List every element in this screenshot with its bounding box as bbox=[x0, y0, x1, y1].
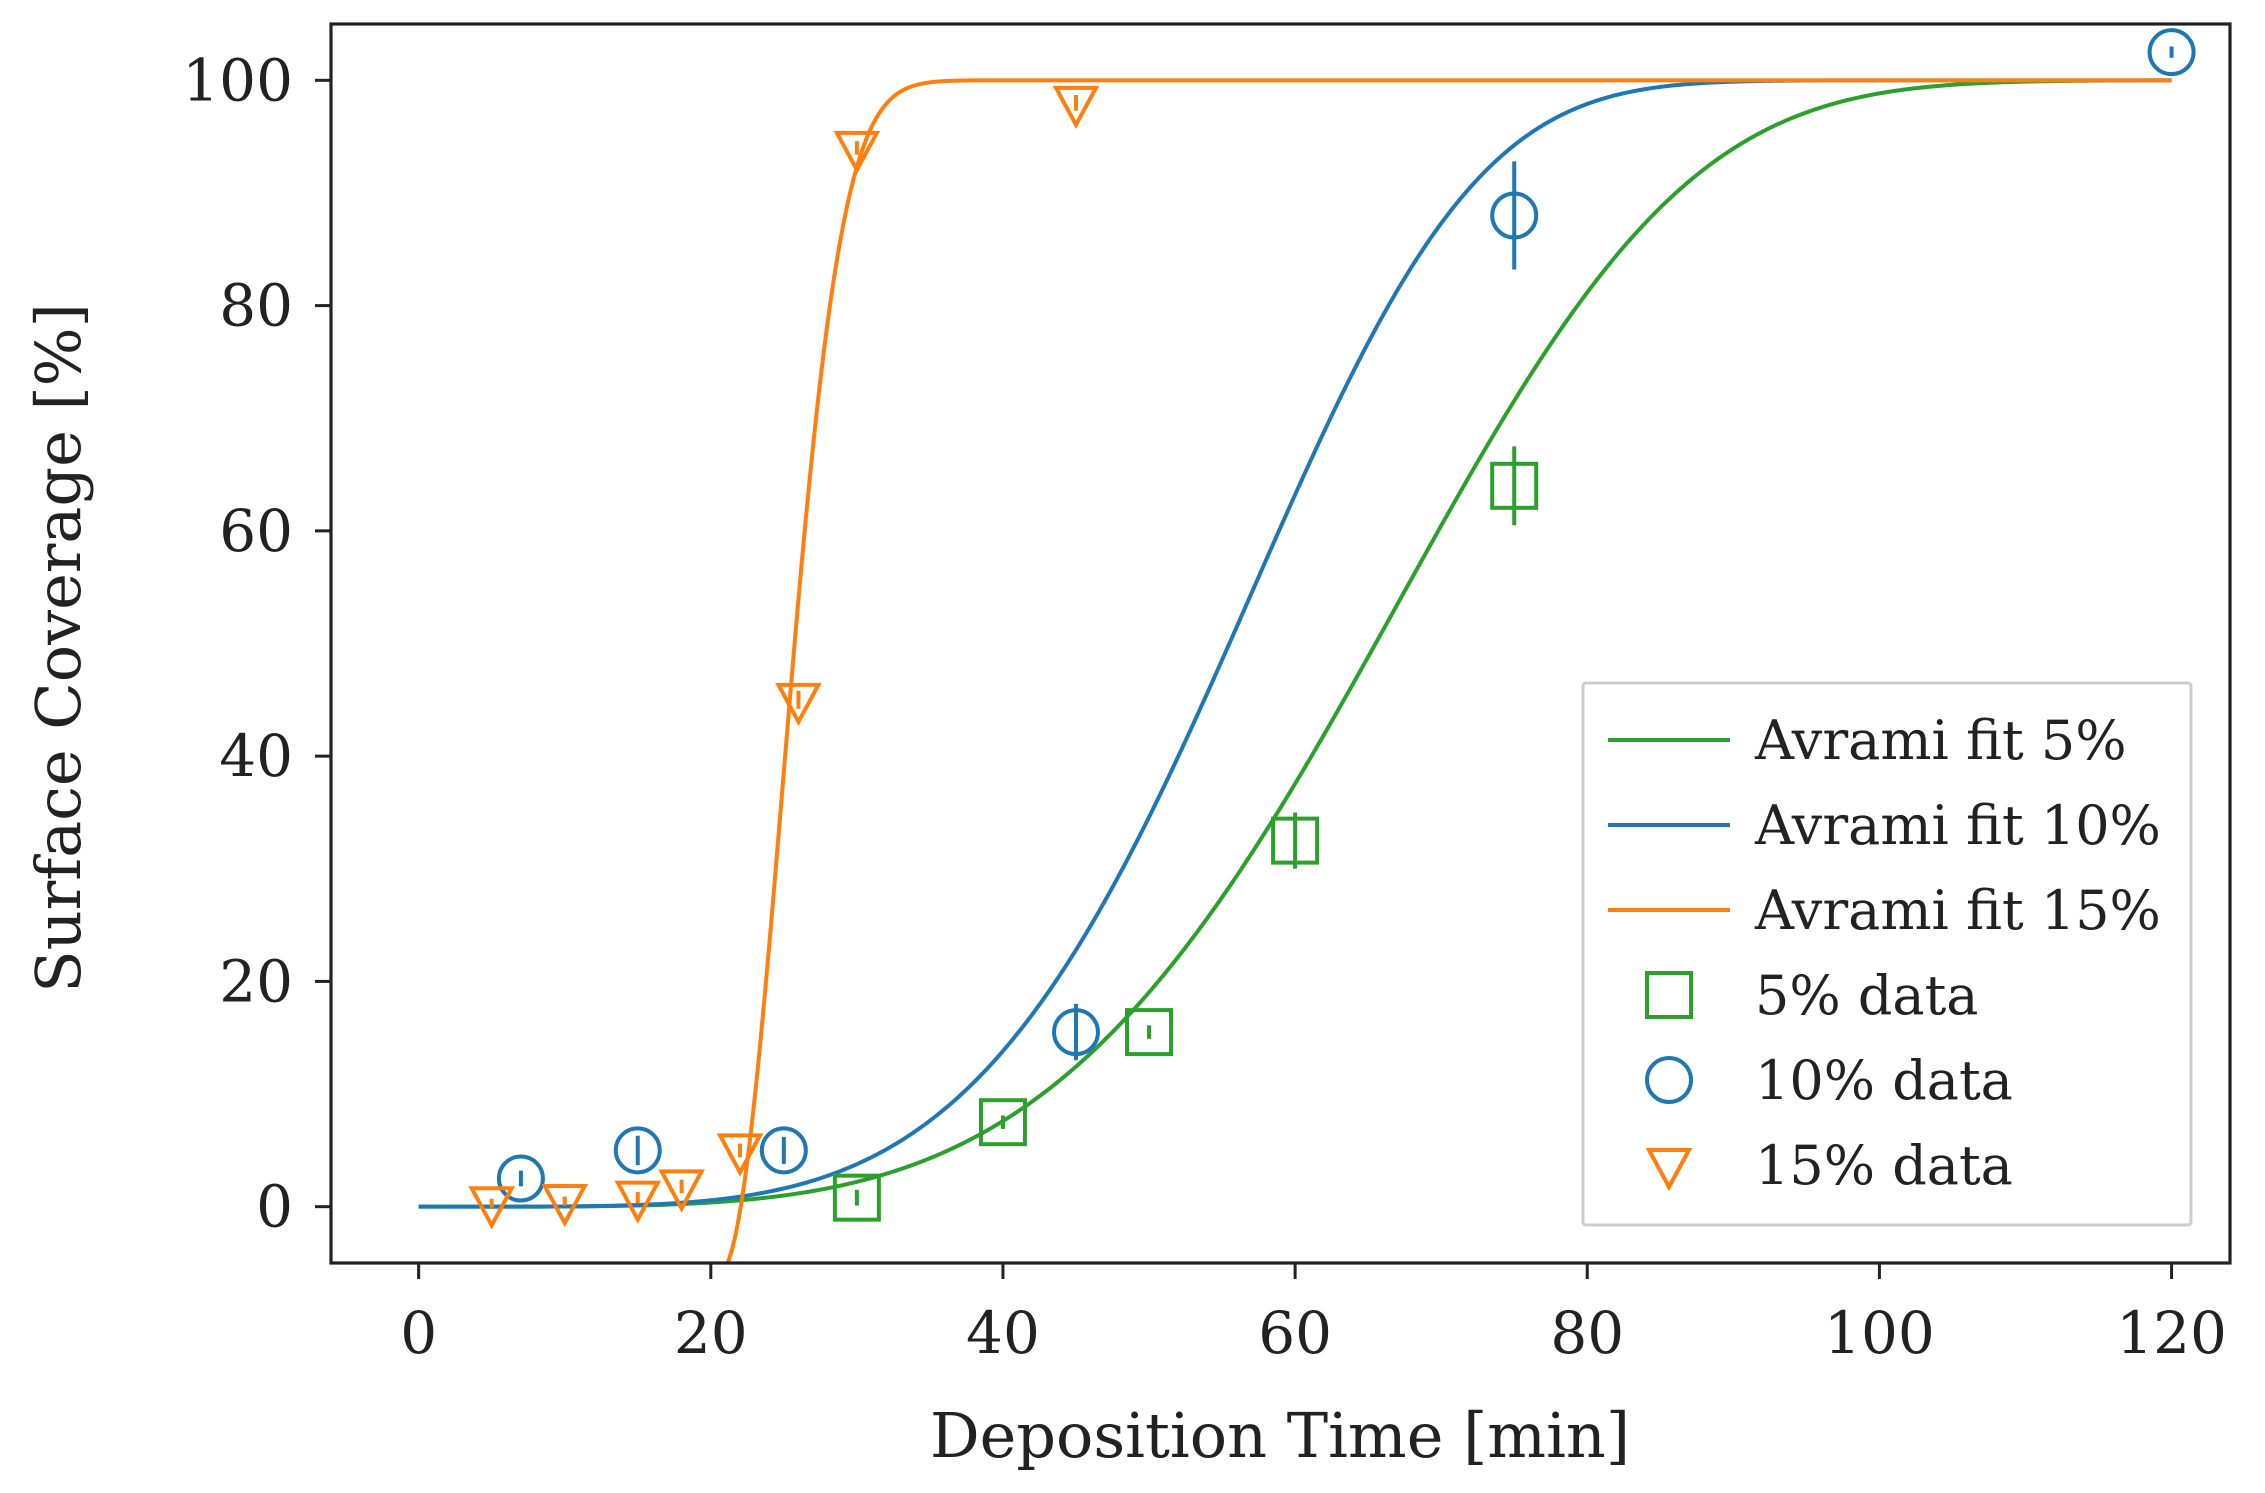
data-point-marker bbox=[833, 130, 881, 175]
data-point-marker bbox=[759, 1126, 808, 1175]
fit-curve-line bbox=[418, 78, 2172, 1209]
y-tick-label: 100 bbox=[182, 46, 293, 114]
x-tick-label: 100 bbox=[1824, 1299, 1935, 1367]
legend-marker-swatch bbox=[1645, 1056, 1693, 1104]
data-point-marker bbox=[1051, 1008, 1100, 1057]
x-axis-title: Deposition Time [min] bbox=[930, 1399, 1630, 1472]
data-point-marker bbox=[978, 1098, 1027, 1147]
data-point-marker bbox=[1271, 816, 1320, 865]
data-point-marker bbox=[658, 1169, 705, 1213]
legend: Avrami fit 5% Avrami fit 10% Avrami fit 15… bbox=[1581, 681, 2193, 1227]
data-point-marker bbox=[468, 1186, 516, 1230]
legend-marker-swatch bbox=[1645, 1148, 1693, 1192]
y-tick-label: 40 bbox=[219, 722, 293, 790]
legend-box bbox=[1581, 681, 2193, 1227]
data-point-marker bbox=[1490, 191, 1539, 240]
data-point-marker bbox=[613, 1126, 662, 1175]
y-tick-label: 20 bbox=[219, 947, 293, 1015]
y-tick-label: 0 bbox=[256, 1173, 293, 1241]
x-tick-label: 80 bbox=[1550, 1299, 1624, 1367]
data-point-marker bbox=[1490, 461, 1539, 510]
fit-curve-line bbox=[725, 78, 2172, 1263]
legend-label: 15% data bbox=[1755, 1134, 2013, 1197]
plot-frame bbox=[329, 22, 2232, 1265]
x-tick-label: 20 bbox=[674, 1299, 748, 1367]
y-tick-label: 80 bbox=[219, 272, 293, 340]
x-tick-label: 60 bbox=[1258, 1299, 1332, 1367]
data-point-marker bbox=[496, 1154, 545, 1203]
data-point-marker bbox=[1125, 1008, 1174, 1057]
legend-label: 10% data bbox=[1755, 1049, 2013, 1112]
data-point-marker bbox=[716, 1133, 764, 1177]
data-point-marker bbox=[2147, 28, 2196, 77]
data-point-marker bbox=[614, 1180, 662, 1224]
x-tick-label: 0 bbox=[400, 1299, 437, 1367]
y-axis: 0 20 40 60 80 100 bbox=[182, 46, 331, 1241]
data-point-marker bbox=[775, 682, 822, 727]
data-point-marker bbox=[541, 1184, 589, 1228]
x-tick-label: 120 bbox=[2116, 1299, 2227, 1367]
x-tick-label: 40 bbox=[966, 1299, 1040, 1367]
legend-label: Avrami fit 5% bbox=[1754, 709, 2127, 772]
data-point-marker bbox=[1052, 85, 1100, 130]
legend-label: Avrami fit 15% bbox=[1754, 879, 2161, 942]
legend-label: Avrami fit 10% bbox=[1754, 794, 2161, 857]
data-point-marker bbox=[832, 1173, 881, 1222]
y-tick-label: 60 bbox=[219, 497, 293, 565]
legend-marker-swatch bbox=[1645, 971, 1693, 1019]
y-axis-title: Surface Coverage [%] bbox=[22, 303, 95, 993]
data-points bbox=[468, 28, 2196, 1230]
fit-curves bbox=[418, 78, 2172, 1263]
legend-label: 5% data bbox=[1755, 964, 1979, 1027]
x-axis: 0 20 40 60 80 100 120 bbox=[400, 1263, 2227, 1367]
